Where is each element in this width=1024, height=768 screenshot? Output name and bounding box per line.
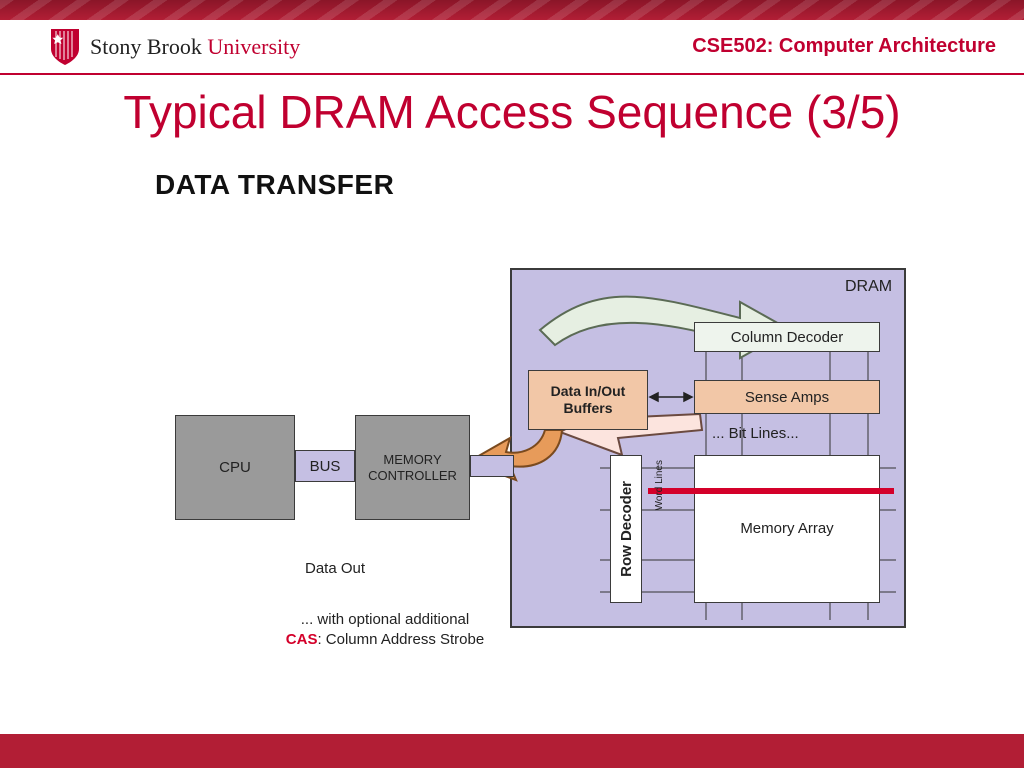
footnote: ... with optional additional CAS: Column…	[250, 610, 520, 649]
column-decoder-label: Column Decoder	[731, 329, 844, 346]
active-row-highlight	[648, 488, 894, 494]
row-decoder-label: Row Decoder	[618, 481, 635, 577]
university-name-light: University	[207, 34, 300, 59]
data-out-label: Data Out	[305, 560, 365, 577]
data-buffers-block: Data In/Out Buffers	[528, 370, 648, 430]
university-name-strong: Stony Brook	[90, 34, 202, 59]
university-logo: Stony Brook University	[48, 27, 300, 67]
bus2-block	[470, 455, 514, 477]
dram-label: DRAM	[845, 278, 892, 296]
footnote-line1: ... with optional additional	[301, 611, 469, 628]
bus-block: BUS	[295, 450, 355, 482]
memory-array-label: Memory Array	[740, 519, 833, 539]
footnote-line2: : Column Address Strobe	[317, 631, 484, 648]
memory-controller-block: MEMORY CONTROLLER	[355, 415, 470, 520]
sense-amps-label: Sense Amps	[745, 389, 829, 406]
memctrl-label: MEMORY CONTROLLER	[356, 452, 469, 483]
memory-array-block: Memory Array	[694, 455, 880, 603]
section-heading: DATA TRANSFER	[155, 169, 1024, 201]
bus-label: BUS	[310, 458, 341, 475]
footer-bar	[0, 734, 1024, 768]
column-decoder-block: Column Decoder	[694, 322, 880, 352]
university-name: Stony Brook University	[90, 34, 300, 60]
data-buffers-label: Data In/Out Buffers	[529, 383, 647, 417]
bit-lines-label: ... Bit Lines...	[712, 425, 799, 442]
course-code: CSE502: Computer Architecture	[692, 35, 996, 58]
header-bar: Stony Brook University CSE502: Computer …	[0, 20, 1024, 75]
slide-title: Typical DRAM Access Sequence (3/5)	[0, 85, 1024, 139]
row-decoder-block: Row Decoder	[610, 455, 642, 603]
sense-amps-block: Sense Amps	[694, 380, 880, 414]
footnote-cas: CAS	[286, 631, 318, 648]
cpu-block: CPU	[175, 415, 295, 520]
word-lines-label: Word Lines	[654, 460, 674, 580]
cpu-label: CPU	[219, 459, 251, 476]
top-accent-bar	[0, 0, 1024, 20]
shield-icon	[48, 27, 82, 67]
